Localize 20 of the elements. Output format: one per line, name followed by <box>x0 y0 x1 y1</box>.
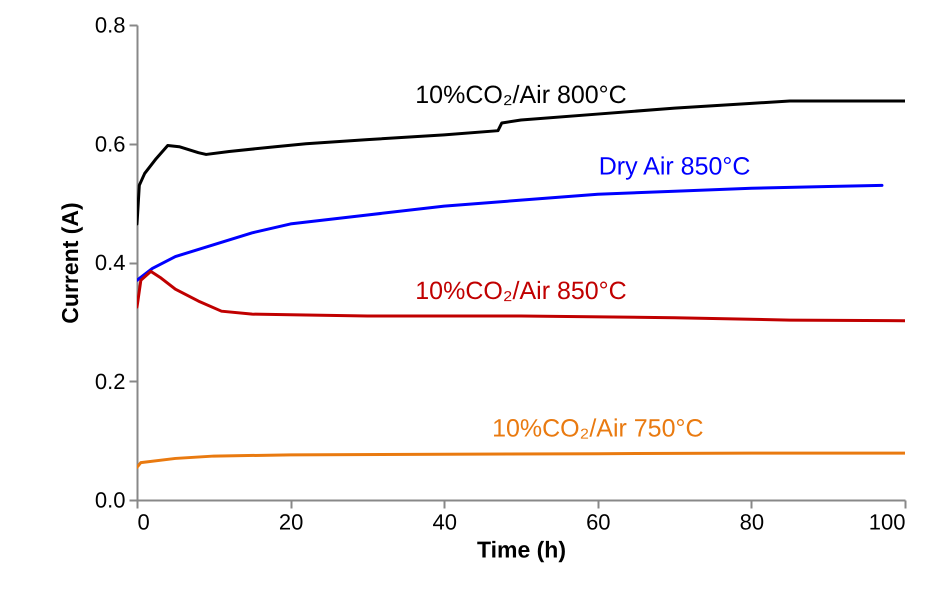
series-label: Dry Air 850°C <box>598 152 750 180</box>
x-tick-label: 80 <box>740 510 764 534</box>
y-tick-label: 0.0 <box>94 488 126 512</box>
y-tick-label: 0.6 <box>94 131 126 156</box>
line-series <box>137 452 905 469</box>
x-tick-label: 60 <box>586 510 611 534</box>
series-label: 10%CO₂/Air 750°C <box>492 414 704 443</box>
y-tick-label: 0.4 <box>94 250 126 275</box>
series-label: 10%CO₂/Air 800°C <box>415 81 627 109</box>
x-tick-label: 0 <box>138 510 150 534</box>
x-tick-label: 100 <box>868 510 906 534</box>
x-tick-label: 40 <box>432 510 457 534</box>
y-tick-label: 0.8 <box>94 12 126 38</box>
x-axis-title: Time (h) <box>476 536 566 562</box>
series-label: 10%CO₂/Air 850°C <box>415 276 627 305</box>
y-axis-title: Current (A) <box>56 202 83 324</box>
line-series <box>137 270 905 322</box>
x-tick-label: 20 <box>278 510 304 534</box>
line-series <box>137 184 884 282</box>
y-tick-label: 0.2 <box>94 368 126 394</box>
